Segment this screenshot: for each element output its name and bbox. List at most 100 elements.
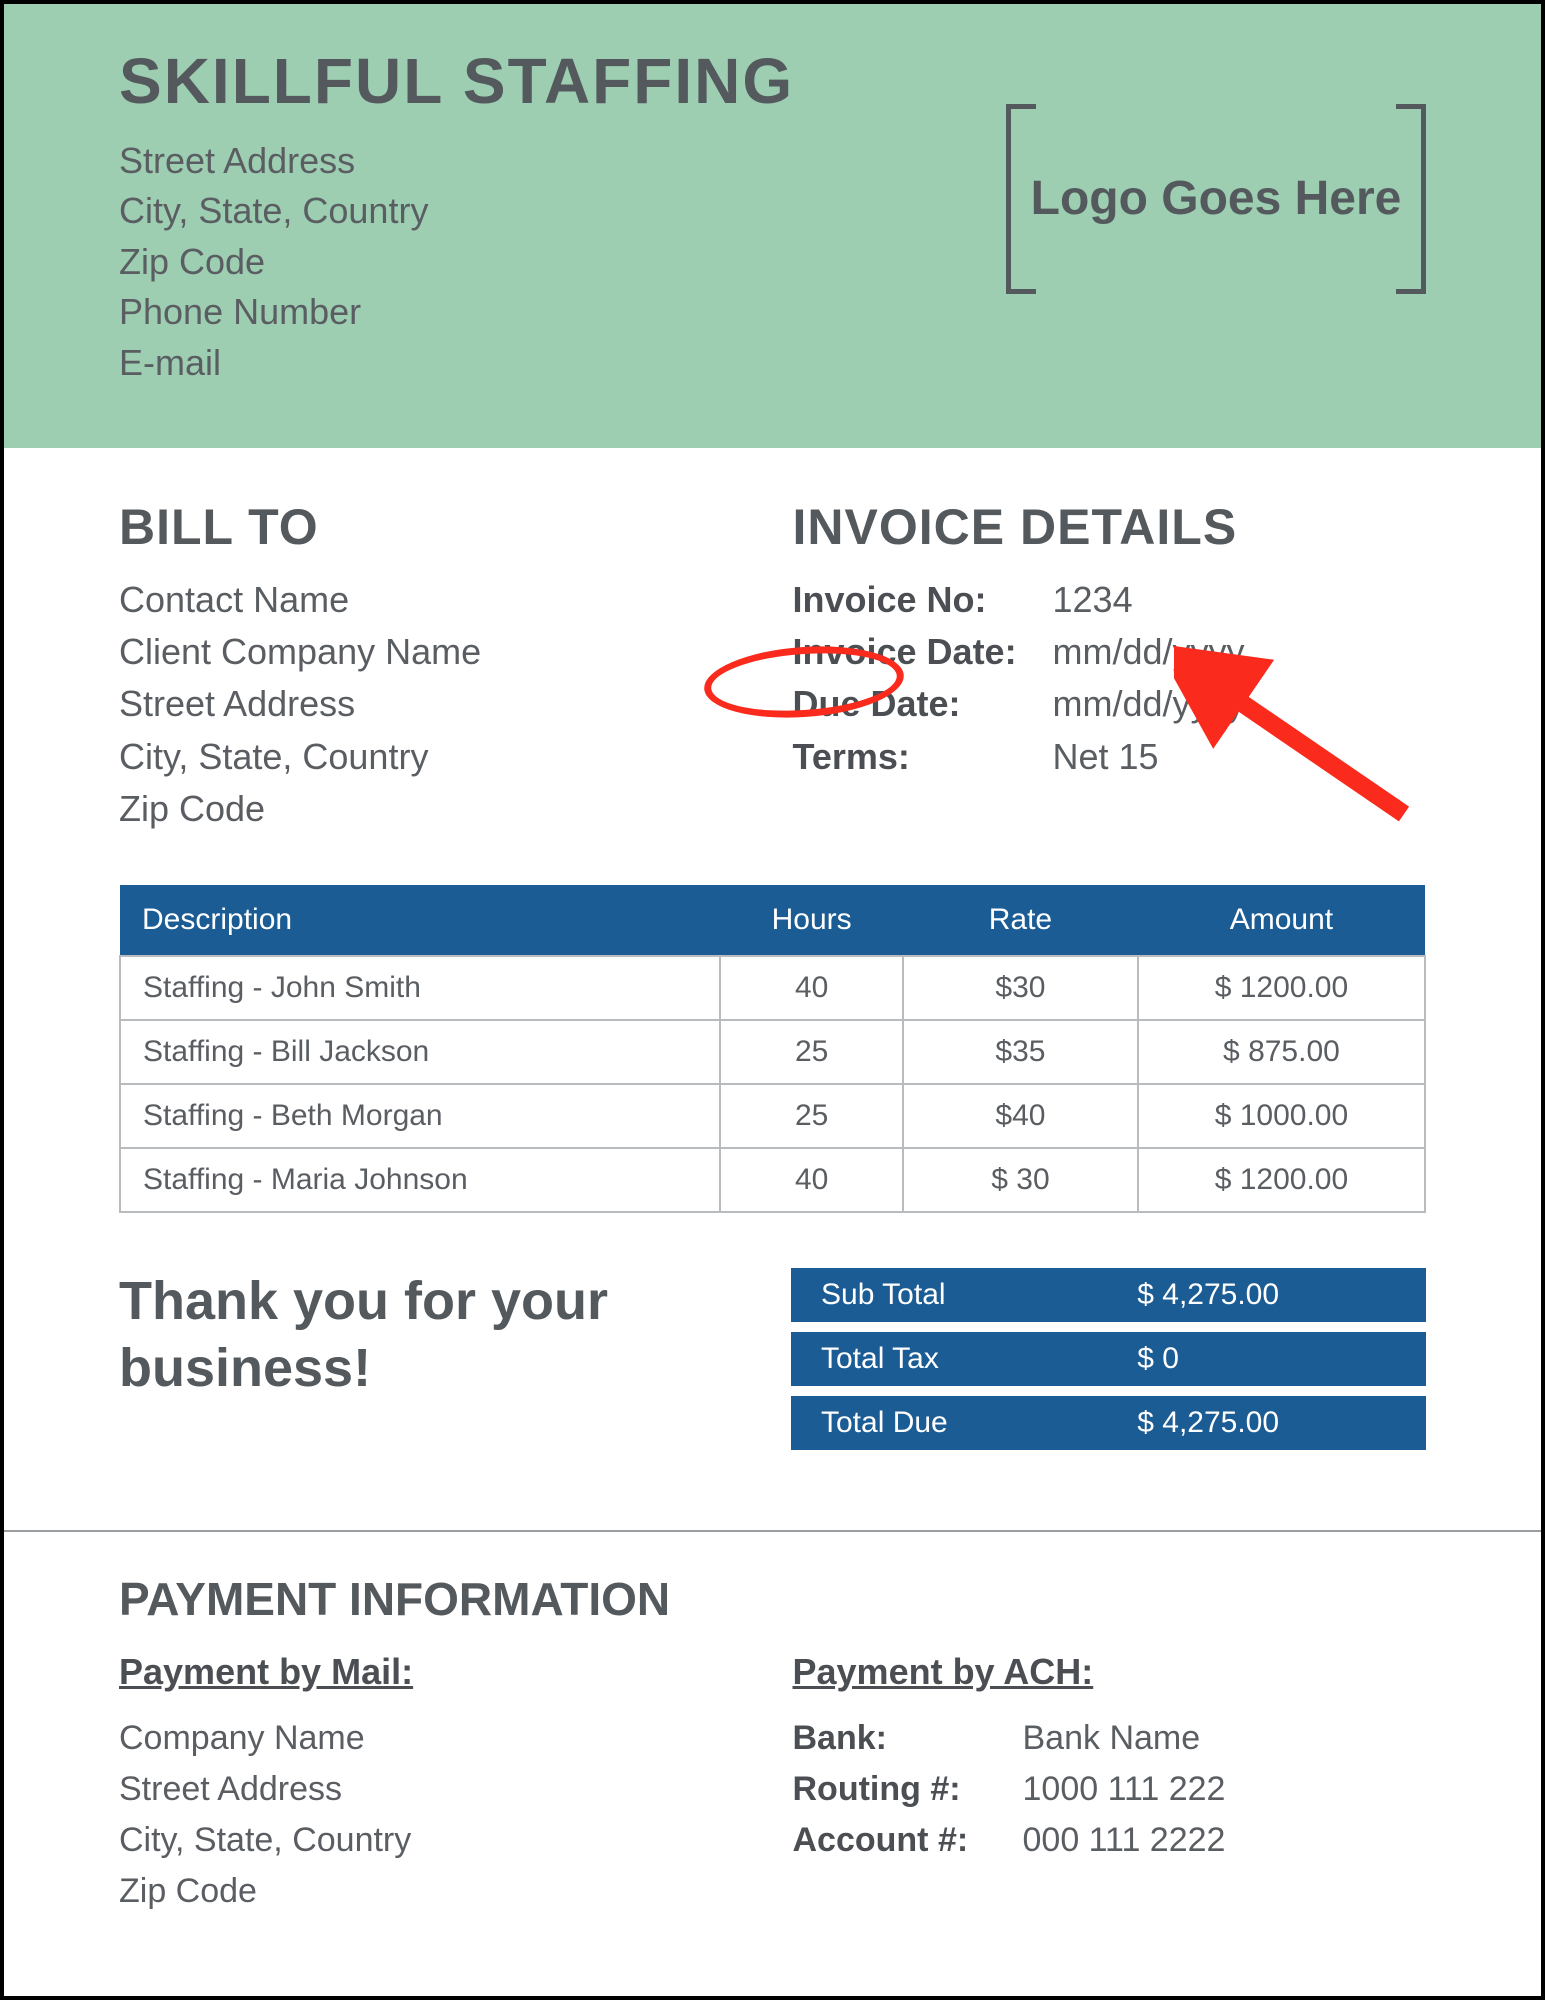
table-row: Staffing - Bill Jackson 25 $35 $ 875.00 <box>120 1020 1425 1084</box>
ach-value: 1000 111 222 <box>1023 1764 1226 1815</box>
table-header: Description Hours Rate Amount <box>120 885 1425 956</box>
cell-hours: 25 <box>720 1084 903 1148</box>
invoice-detail-row: Invoice No: 1234 <box>793 574 1427 626</box>
bill-to-title: BILL TO <box>119 498 753 556</box>
totals-area: Thank you for your business! Sub Total $… <box>4 1213 1541 1500</box>
detail-label: Invoice Date: <box>793 626 1053 678</box>
address-line: Zip Code <box>119 237 1006 287</box>
invoice-page: SKILLFUL STAFFING Street Address City, S… <box>0 0 1545 2000</box>
header: SKILLFUL STAFFING Street Address City, S… <box>4 4 1541 448</box>
line-items-table: Description Hours Rate Amount Staffing -… <box>119 885 1426 1213</box>
table-row: Staffing - Maria Johnson 40 $ 30 $ 1200.… <box>120 1148 1425 1212</box>
detail-label: Due Date: <box>793 678 1053 730</box>
mail-line: City, State, Country <box>119 1815 753 1866</box>
logo-text: Logo Goes Here <box>1031 168 1402 230</box>
detail-label: Terms: <box>793 731 1053 783</box>
col-hours: Hours <box>720 885 903 956</box>
col-rate: Rate <box>903 885 1138 956</box>
totals-block: Sub Total $ 4,275.00 Total Tax $ 0 Total… <box>791 1268 1426 1460</box>
bill-to-line: Zip Code <box>119 783 753 835</box>
bill-to-line: Client Company Name <box>119 626 753 678</box>
ach-label: Bank: <box>793 1713 1023 1764</box>
address-line: Street Address <box>119 136 1006 186</box>
invoice-detail-row: Due Date: mm/dd/yyyy <box>793 678 1427 730</box>
cell-amount: $ 1200.00 <box>1138 1148 1425 1212</box>
detail-label: Invoice No: <box>793 574 1053 626</box>
bracket-right-icon <box>1396 104 1426 294</box>
address-line: City, State, Country <box>119 186 1006 236</box>
total-row-due: Total Due $ 4,275.00 <box>791 1396 1426 1450</box>
mail-line: Company Name <box>119 1713 753 1764</box>
company-block: SKILLFUL STAFFING Street Address City, S… <box>119 44 1006 388</box>
total-label: Total Tax <box>821 1342 1137 1376</box>
payment-section: PAYMENT INFORMATION Payment by Mail: Com… <box>4 1532 1541 1957</box>
cell-amount: $ 1200.00 <box>1138 956 1425 1020</box>
cell-rate: $40 <box>903 1084 1138 1148</box>
thank-you-message: Thank you for your business! <box>119 1268 751 1403</box>
ach-value: Bank Name <box>1023 1713 1201 1764</box>
payment-ach-rows: Bank: Bank Name Routing #: 1000 111 222 … <box>793 1713 1427 1866</box>
payment-mail-subtitle: Payment by Mail: <box>119 1651 753 1693</box>
cell-hours: 25 <box>720 1020 903 1084</box>
logo-placeholder: Logo Goes Here <box>1006 104 1426 294</box>
detail-value: 1234 <box>1053 574 1133 626</box>
cell-amount: $ 1000.00 <box>1138 1084 1425 1148</box>
total-label: Total Due <box>821 1406 1137 1440</box>
cell-rate: $30 <box>903 956 1138 1020</box>
payment-mail-lines: Company Name Street Address City, State,… <box>119 1713 753 1917</box>
detail-value: Net 15 <box>1053 731 1159 783</box>
bill-to-line: Street Address <box>119 678 753 730</box>
bracket-left-icon <box>1006 104 1036 294</box>
ach-row: Routing #: 1000 111 222 <box>793 1764 1427 1815</box>
payment-mail-block: Payment by Mail: Company Name Street Add… <box>119 1651 753 1917</box>
cell-hours: 40 <box>720 956 903 1020</box>
total-value: $ 0 <box>1137 1342 1396 1376</box>
payment-columns: Payment by Mail: Company Name Street Add… <box>119 1651 1426 1917</box>
bill-invoice-section: BILL TO Contact Name Client Company Name… <box>4 448 1541 845</box>
detail-value: mm/dd/yyyy <box>1053 678 1245 730</box>
invoice-detail-row: Invoice Date: mm/dd/yyyy <box>793 626 1427 678</box>
col-description: Description <box>120 885 720 956</box>
table-body: Staffing - John Smith 40 $30 $ 1200.00 S… <box>120 956 1425 1212</box>
company-address: Street Address City, State, Country Zip … <box>119 136 1006 388</box>
bill-to-block: BILL TO Contact Name Client Company Name… <box>119 498 753 835</box>
invoice-details-rows: Invoice No: 1234 Invoice Date: mm/dd/yyy… <box>793 574 1427 783</box>
address-line: Phone Number <box>119 287 1006 337</box>
detail-value: mm/dd/yyyy <box>1053 626 1245 678</box>
payment-title: PAYMENT INFORMATION <box>119 1572 1426 1626</box>
cell-rate: $ 30 <box>903 1148 1138 1212</box>
bill-to-lines: Contact Name Client Company Name Street … <box>119 574 753 835</box>
ach-label: Routing #: <box>793 1764 1023 1815</box>
cell-amount: $ 875.00 <box>1138 1020 1425 1084</box>
cell-description: Staffing - Bill Jackson <box>120 1020 720 1084</box>
cell-description: Staffing - John Smith <box>120 956 720 1020</box>
col-amount: Amount <box>1138 885 1425 956</box>
bill-to-line: City, State, Country <box>119 731 753 783</box>
cell-hours: 40 <box>720 1148 903 1212</box>
total-row-tax: Total Tax $ 0 <box>791 1332 1426 1386</box>
table-row: Staffing - Beth Morgan 25 $40 $ 1000.00 <box>120 1084 1425 1148</box>
bill-to-line: Contact Name <box>119 574 753 626</box>
total-value: $ 4,275.00 <box>1137 1278 1396 1312</box>
ach-row: Bank: Bank Name <box>793 1713 1427 1764</box>
line-items-table-wrap: Description Hours Rate Amount Staffing -… <box>4 845 1541 1213</box>
company-name: SKILLFUL STAFFING <box>119 44 1006 118</box>
ach-row: Account #: 000 111 2222 <box>793 1815 1427 1866</box>
mail-line: Zip Code <box>119 1866 753 1917</box>
payment-ach-subtitle: Payment by ACH: <box>793 1651 1427 1693</box>
cell-description: Staffing - Beth Morgan <box>120 1084 720 1148</box>
cell-description: Staffing - Maria Johnson <box>120 1148 720 1212</box>
invoice-details-title: INVOICE DETAILS <box>793 498 1427 556</box>
payment-ach-block: Payment by ACH: Bank: Bank Name Routing … <box>793 1651 1427 1917</box>
invoice-details-block: INVOICE DETAILS Invoice No: 1234 Invoice… <box>793 498 1427 835</box>
total-value: $ 4,275.00 <box>1137 1406 1396 1440</box>
total-row-subtotal: Sub Total $ 4,275.00 <box>791 1268 1426 1322</box>
invoice-detail-row: Terms: Net 15 <box>793 731 1427 783</box>
address-line: E-mail <box>119 338 1006 388</box>
ach-label: Account #: <box>793 1815 1023 1866</box>
cell-rate: $35 <box>903 1020 1138 1084</box>
ach-value: 000 111 2222 <box>1023 1815 1226 1866</box>
mail-line: Street Address <box>119 1764 753 1815</box>
total-label: Sub Total <box>821 1278 1137 1312</box>
table-row: Staffing - John Smith 40 $30 $ 1200.00 <box>120 956 1425 1020</box>
